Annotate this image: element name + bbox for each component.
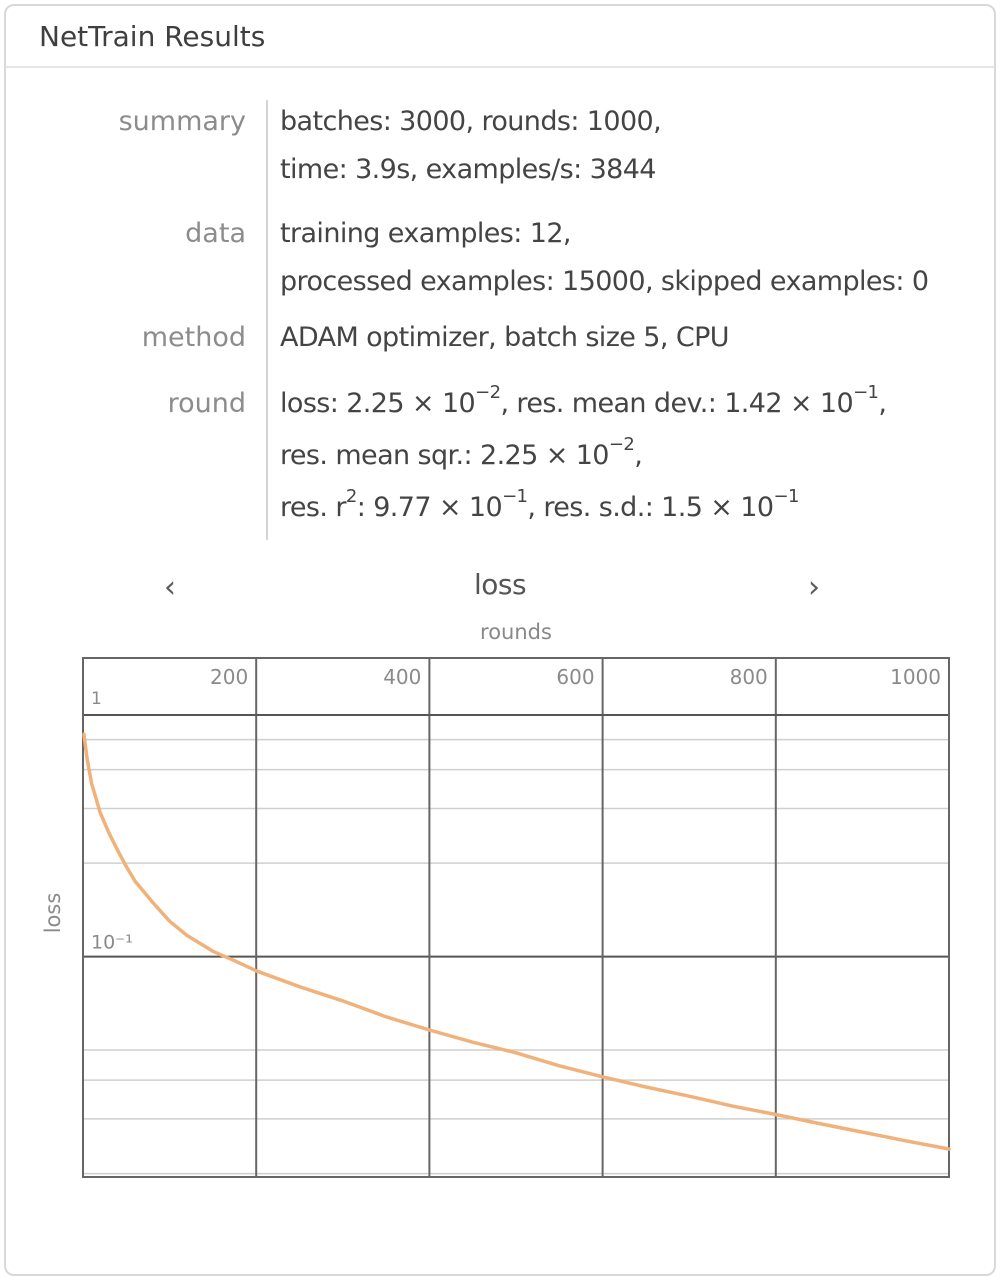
x-tick-label: 600	[556, 665, 594, 689]
round-sqr-text: res. mean sqr.: 2.25 × 10	[280, 440, 609, 471]
round-line-1: loss: 2.25 × 10−2, res. mean dev.: 1.42 …	[280, 382, 887, 419]
round-r2-value: : 9.77 × 10	[356, 492, 503, 523]
data-label: data	[185, 218, 246, 249]
round-sd-text: , res. s.d.: 1.5 × 10	[527, 492, 774, 523]
loss-series-line	[82, 732, 951, 1151]
y-tick-label: 10⁻¹	[91, 932, 133, 954]
summary-label: summary	[118, 106, 246, 137]
x-tick-label: 200	[210, 665, 248, 689]
round-sd-exponent: −1	[773, 486, 799, 507]
x-tick-label: 1000	[890, 665, 941, 689]
round-dev-exponent: −1	[853, 382, 879, 403]
chart-y-axis-label: loss	[41, 893, 65, 934]
round-label: round	[167, 388, 246, 419]
data-line-1: training examples: 12,	[280, 218, 571, 249]
method-label: method	[141, 322, 246, 353]
round-r2-exponent: −1	[502, 486, 528, 507]
chart-x-axis-label: rounds	[480, 620, 552, 644]
summary-line-2: time: 3.9s, examples/s: 3844	[280, 154, 656, 185]
round-loss-text: loss: 2.25 × 10	[280, 388, 476, 419]
chart-title: loss	[473, 568, 527, 601]
plot-frame	[82, 657, 950, 1178]
round-sqr-exponent: −2	[608, 434, 635, 455]
data-line-2: processed examples: 15000, skipped examp…	[280, 266, 929, 297]
round-r2-superscript: 2	[345, 486, 357, 507]
panel-title: NetTrain Results	[39, 20, 266, 53]
round-line-2-suffix: ,	[634, 440, 643, 471]
round-line-1-suffix: ,	[878, 388, 887, 419]
round-line-3: res. r2: 9.77 × 10−1, res. s.d.: 1.5 × 1…	[280, 486, 799, 523]
summary-line-1: batches: 3000, rounds: 1000,	[280, 106, 662, 137]
method-line-1: ADAM optimizer, batch size 5, CPU	[280, 322, 730, 353]
netTrain-results-panel: NetTrain Results	[4, 4, 996, 1276]
round-r2-text: res. r	[280, 492, 346, 523]
x-min-tick-label: 1	[91, 689, 102, 709]
label-divider	[266, 100, 268, 540]
round-dev-text: , res. mean dev.: 1.42 × 10	[500, 388, 854, 419]
panel-header: NetTrain Results	[6, 6, 994, 68]
x-tick-label: 400	[383, 665, 421, 689]
chevron-left-icon[interactable]: ‹	[164, 570, 176, 605]
x-tick-label: 800	[730, 665, 768, 689]
round-line-2: res. mean sqr.: 2.25 × 10−2,	[280, 434, 643, 471]
round-loss-exponent: −2	[475, 382, 501, 403]
chevron-right-icon[interactable]: ›	[808, 570, 820, 605]
